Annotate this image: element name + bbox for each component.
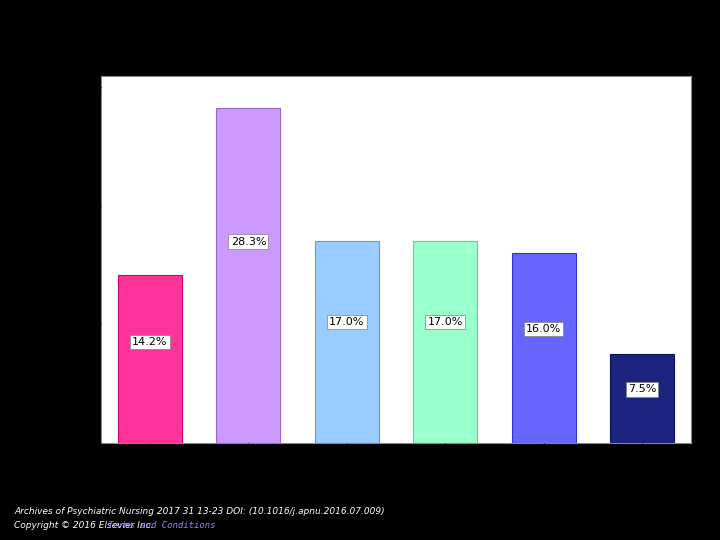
Text: 28.3%: 28.3% <box>230 237 266 247</box>
Text: Copyright © 2016 Elsevier Inc.: Copyright © 2016 Elsevier Inc. <box>14 521 157 530</box>
Text: 7.5%: 7.5% <box>628 384 656 395</box>
Text: Archives of Psychiatric Nursing 2017 31 13-23 DOI: (10.1016/j.apnu.2016.07.009): Archives of Psychiatric Nursing 2017 31 … <box>14 507 385 516</box>
Bar <box>610 354 674 443</box>
Text: 14.2%: 14.2% <box>132 337 168 347</box>
Y-axis label: Percent: Percent <box>38 235 51 283</box>
Text: Terms and Conditions: Terms and Conditions <box>108 521 216 530</box>
Bar <box>118 275 182 443</box>
Text: 16.0%: 16.0% <box>526 324 561 334</box>
Bar <box>217 107 280 443</box>
Text: 17.0%: 17.0% <box>428 317 463 327</box>
Bar <box>512 253 575 443</box>
Bar <box>413 241 477 443</box>
Bar <box>315 241 379 443</box>
Text: Fig. 6: Fig. 6 <box>339 32 381 48</box>
Text: 17.0%: 17.0% <box>329 317 364 327</box>
